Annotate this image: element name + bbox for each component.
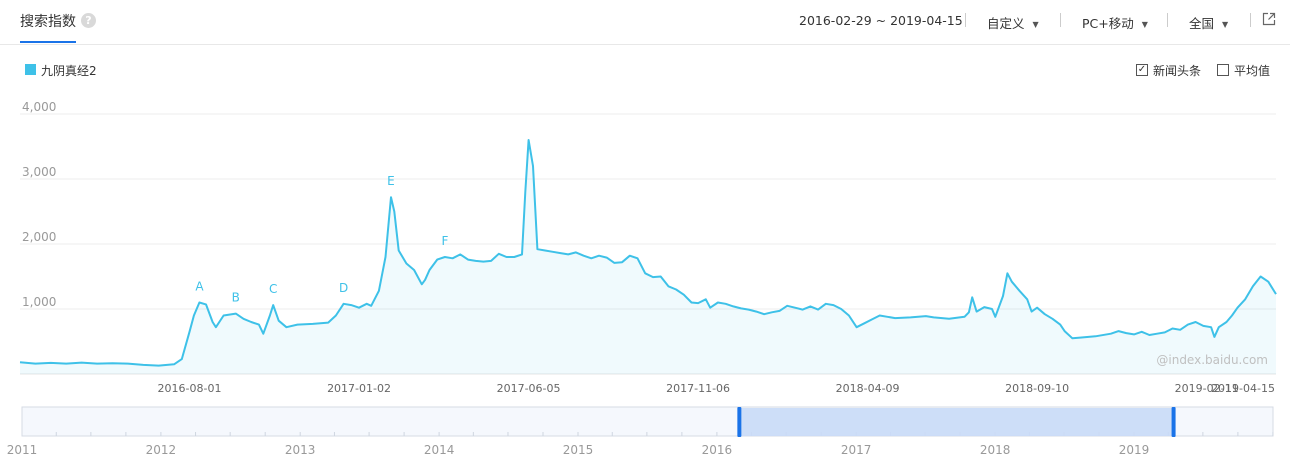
legend-series-name[interactable]: 九阴真经2 [41, 64, 97, 78]
device-label: PC+移动 [1082, 16, 1134, 31]
navigator-selection[interactable] [739, 408, 1174, 436]
external-link-icon[interactable] [1262, 12, 1276, 26]
y-tick-label: 2,000 [22, 230, 56, 244]
average-checkbox-label[interactable]: 平均值 [1234, 64, 1271, 78]
navigator-year-label: 2014 [424, 443, 455, 457]
x-tick-label: 2016-08-01 [158, 382, 222, 395]
x-tick-label: 2017-01-02 [327, 382, 391, 395]
y-tick-label: 3,000 [22, 165, 56, 179]
y-tick-label: 4,000 [22, 100, 56, 114]
annotation-marker[interactable]: C [269, 282, 277, 296]
top-toolbar: 搜索指数 ? 2016-02-29 ~ 2019-04-15 自定义 ▼ PC+移… [0, 0, 1290, 45]
question-circle-icon[interactable]: ? [81, 13, 96, 28]
region-label: 全国 [1189, 16, 1215, 31]
x-tick-label: 2017-11-06 [666, 382, 730, 395]
annotation-layer: A B C D E F [195, 174, 448, 304]
navigator-year-label: 2011 [7, 443, 38, 457]
navigator-year-label: 2018 [980, 443, 1011, 457]
grid-layer: 4,000 3,000 2,000 1,000 [20, 100, 1276, 375]
x-tick-label: 2018-09-10 [1005, 382, 1069, 395]
y-tick-label: 1,000 [22, 295, 56, 309]
x-tick-label: 2017-06-05 [497, 382, 561, 395]
navigator-year-label: 2016 [702, 443, 733, 457]
navigator-year-label: 2013 [285, 443, 316, 457]
device-dropdown[interactable]: PC+移动 ▼ [1082, 13, 1148, 32]
navigator-year-label: 2019 [1119, 443, 1150, 457]
annotation-marker[interactable]: A [195, 280, 204, 294]
series-line [19, 139, 1277, 367]
separator [1250, 13, 1251, 27]
range-navigator[interactable]: 2011 2012 2013 2014 2015 2016 2017 2018 2019 [7, 406, 1274, 457]
news-checkbox[interactable]: ✓ [1136, 64, 1148, 76]
x-axis-ticks: 2016-08-01 2017-01-02 2017-06-05 2017-11-06… [158, 382, 1275, 395]
annotation-marker[interactable]: D [339, 281, 348, 295]
x-tick-label: 2019-04-15 [1211, 382, 1275, 395]
caret-down-icon: ▼ [1222, 20, 1229, 29]
navigator-year-label: 2017 [841, 443, 872, 457]
custom-range-dropdown[interactable]: 自定义 ▼ [987, 13, 1039, 32]
annotation-marker[interactable]: B [232, 291, 240, 305]
legend-swatch [25, 64, 36, 75]
watermark-text: @index.baidu.com [1156, 353, 1268, 367]
date-range-picker[interactable]: 2016-02-29 ~ 2019-04-15 [799, 13, 963, 28]
navigator-right-handle[interactable] [1171, 407, 1176, 437]
separator [1167, 13, 1168, 27]
average-checkbox[interactable] [1217, 64, 1229, 76]
news-checkbox-label[interactable]: 新闻头条 [1153, 64, 1202, 78]
tab-search-index[interactable]: 搜索指数 [20, 14, 76, 30]
region-dropdown[interactable]: 全国 ▼ [1189, 13, 1228, 32]
separator [1060, 13, 1061, 27]
custom-range-label: 自定义 [987, 16, 1025, 31]
separator [965, 13, 966, 27]
caret-down-icon: ▼ [1032, 20, 1039, 29]
navigator-year-label: 2015 [563, 443, 594, 457]
annotation-marker[interactable]: E [387, 174, 395, 188]
active-tab-underline [20, 41, 76, 43]
annotation-marker[interactable]: F [441, 234, 448, 248]
series-area [20, 140, 1276, 374]
navigator-left-handle[interactable] [737, 407, 742, 437]
x-tick-label: 2019-02-11 [1175, 382, 1239, 395]
navigator-year-label: 2012 [146, 443, 177, 457]
x-tick-label: 2018-04-09 [836, 382, 900, 395]
caret-down-icon: ▼ [1141, 20, 1148, 29]
